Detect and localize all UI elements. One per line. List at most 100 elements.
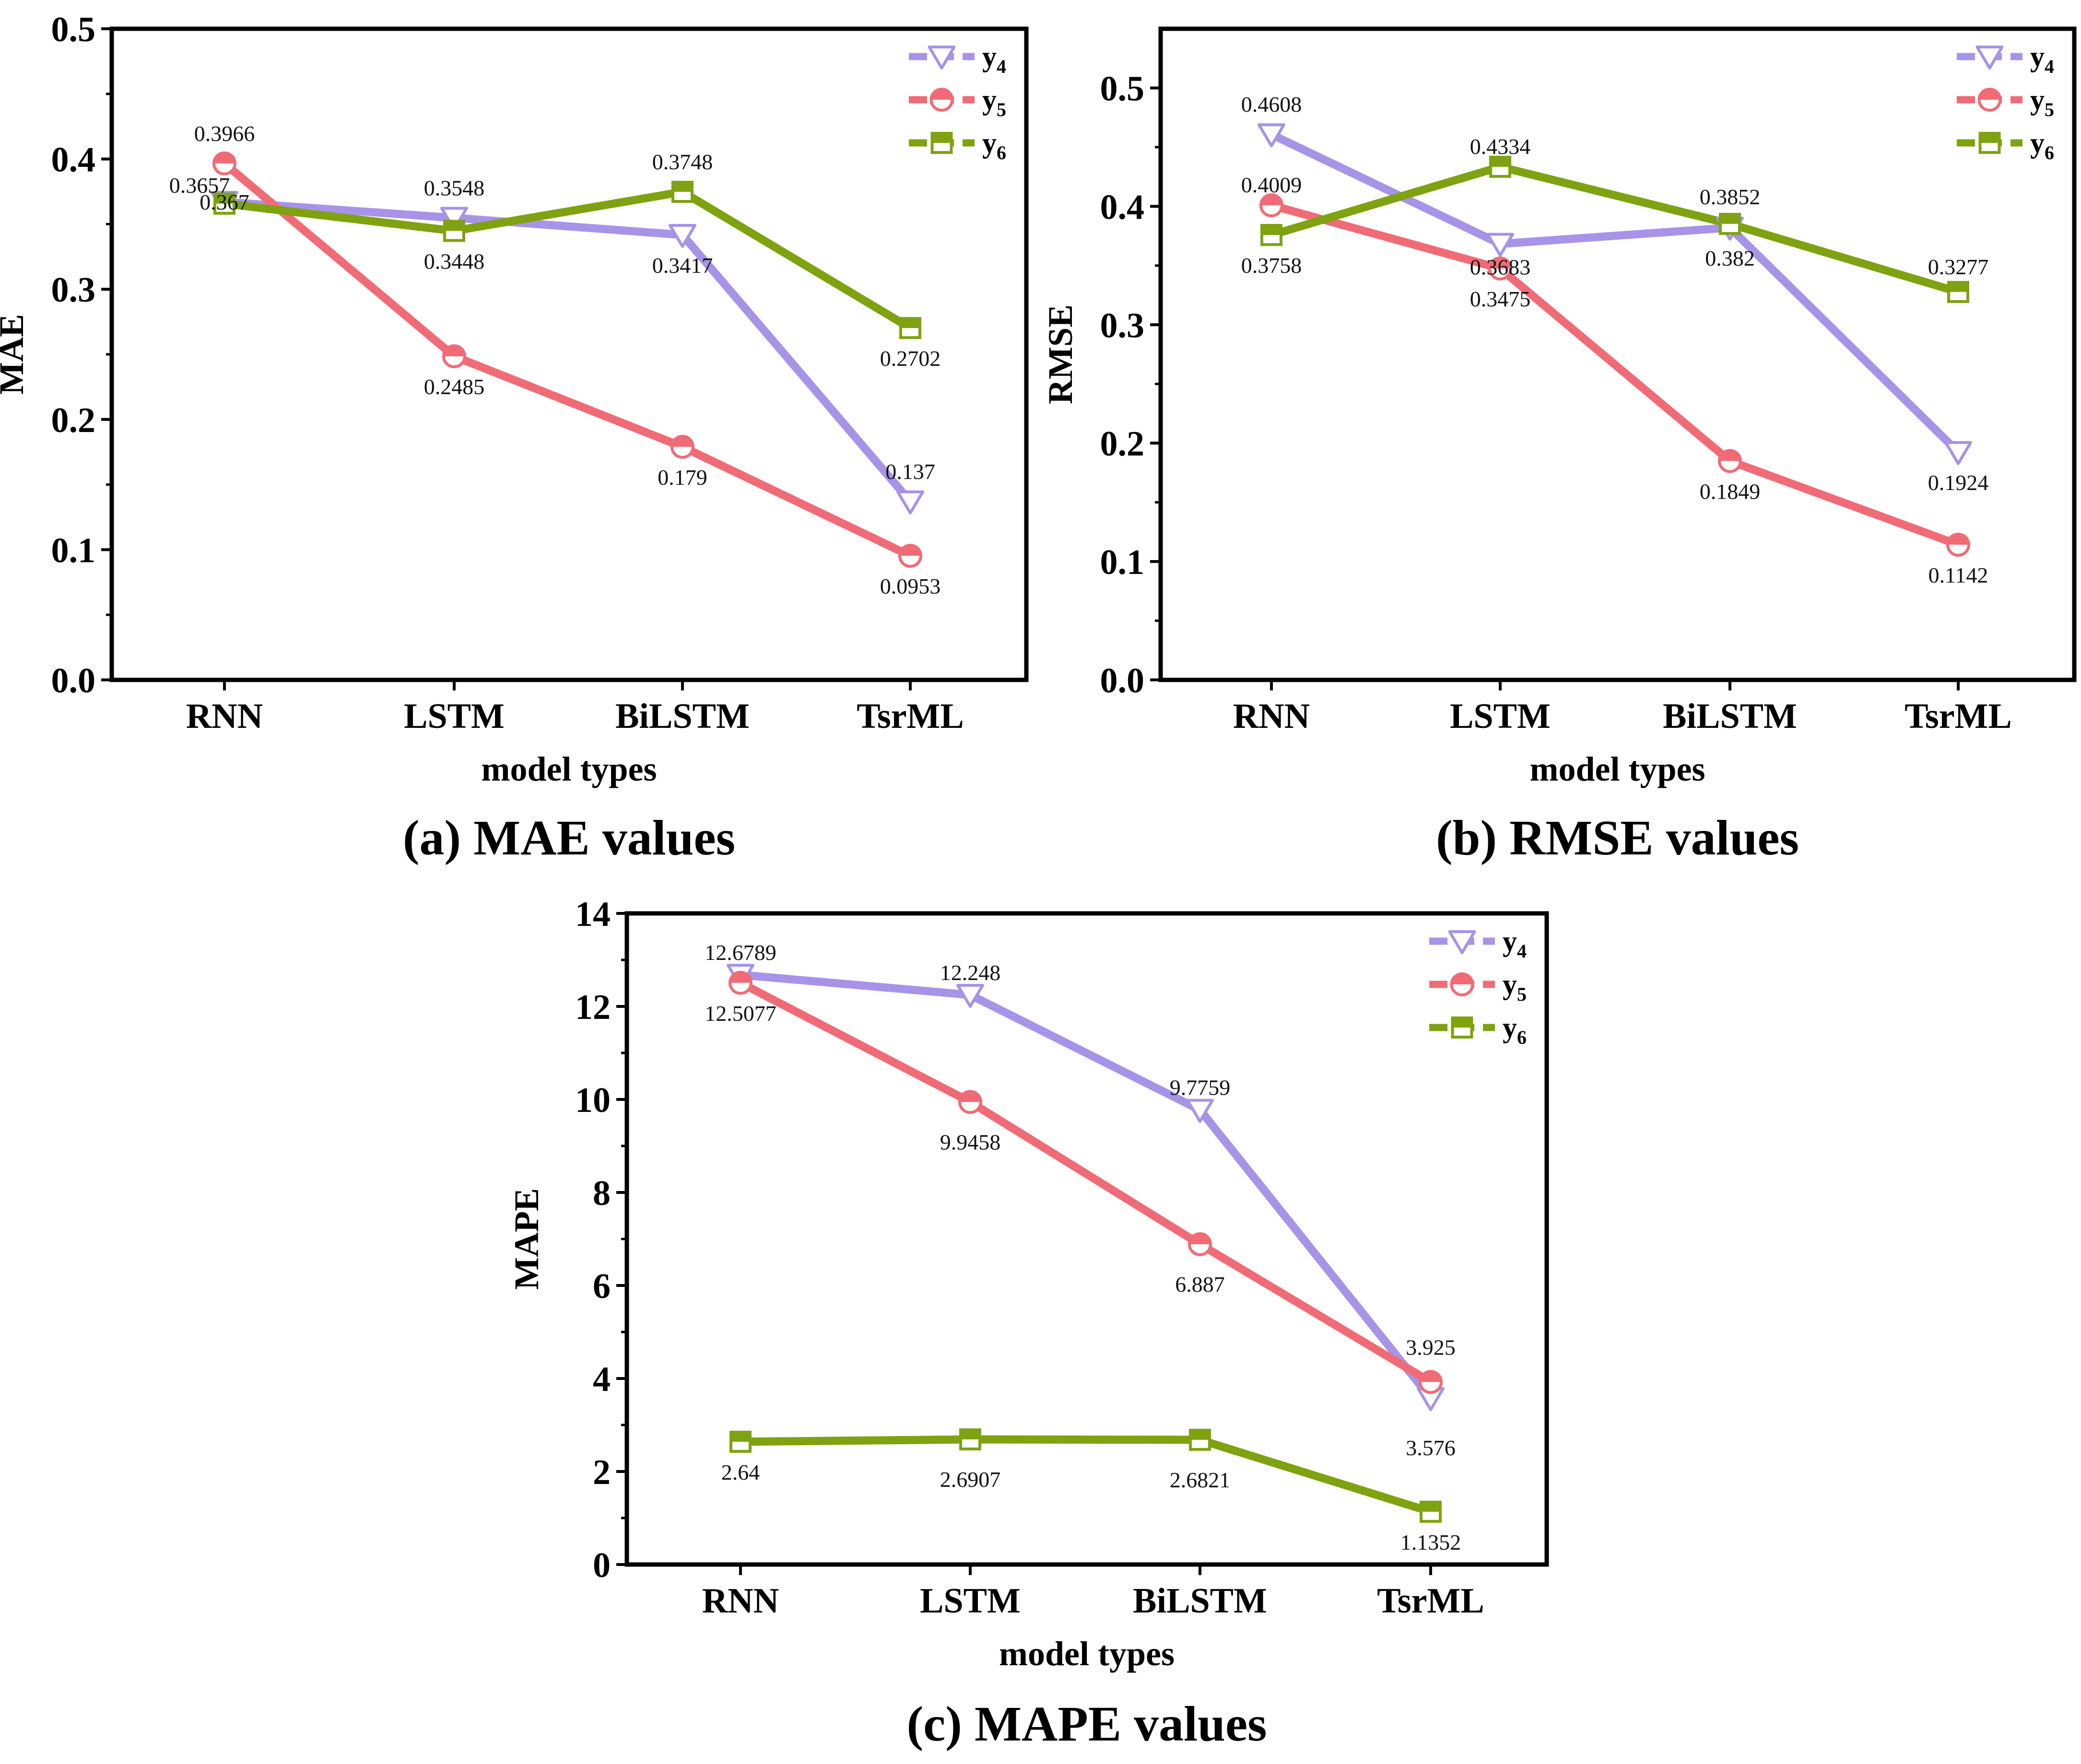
- data-label-y6: 2.64: [721, 1460, 760, 1484]
- data-label-y6: 0.3758: [1241, 253, 1302, 278]
- data-label-y5: 0.179: [658, 465, 707, 490]
- x-tick-label: TsrML: [1905, 697, 2011, 736]
- marker-outline: [1978, 132, 2001, 154]
- data-point-y5: [729, 970, 752, 995]
- y-tick-label: 0: [593, 1546, 611, 1585]
- y-tick-label: 2: [593, 1453, 611, 1492]
- series-line-y6: [220, 187, 915, 332]
- data-label-y6: 0.3657: [169, 173, 230, 198]
- y-tick-label: 0.2: [1100, 424, 1145, 464]
- marker-outline: [1451, 1016, 1473, 1039]
- y-tick-label: 0.5: [51, 10, 96, 49]
- data-label-y4: 0.4608: [1241, 92, 1302, 117]
- data-point-y5: [1259, 193, 1283, 218]
- data-point-y4: [1486, 233, 1514, 257]
- data-label-y5: 9.9458: [940, 1130, 1001, 1154]
- marker-half: [1720, 214, 1740, 224]
- marker-outline: [729, 1430, 752, 1453]
- marker-outline: [1420, 1500, 1442, 1523]
- y-tick-label: 0.4: [51, 140, 96, 180]
- y-tick-label: 6: [593, 1267, 611, 1306]
- legend-label-subscript: 6: [997, 142, 1006, 164]
- series-line-y5: [220, 159, 915, 560]
- data-point-y6: [1489, 155, 1511, 178]
- series-line-y4: [220, 198, 915, 506]
- panel-caption: (c) MAPE values: [907, 1696, 1267, 1752]
- data-point-y5: [1188, 1232, 1212, 1256]
- marker-outline: [213, 192, 235, 215]
- data-point-y6: [899, 317, 921, 339]
- legend-label-base: y: [1503, 1012, 1517, 1043]
- marker-half: [445, 221, 464, 231]
- data-label-y6: 2.6821: [1170, 1468, 1231, 1492]
- data-point-y4: [1944, 441, 1972, 465]
- chart-panel-2: 0.0 0.1 0.2 0.3 0.4 0.5 RNN LSTM BiLSTM TsrML mode…: [1041, 26, 2077, 865]
- data-point-y5: [898, 544, 922, 568]
- legend-label-base: y: [1503, 969, 1517, 1000]
- x-tick-label: LSTM: [920, 1581, 1021, 1621]
- data-point-y4: [896, 490, 924, 514]
- plot-frame: [1158, 26, 2077, 682]
- data-label-y4: 0.382: [1705, 246, 1755, 270]
- data-point-y5: [1419, 1370, 1443, 1394]
- marker-half: [1421, 1502, 1440, 1512]
- legend-marker-y4: [1975, 46, 2004, 70]
- data-point-y6: [1189, 1428, 1211, 1451]
- legend-label-base: y: [982, 41, 997, 72]
- data-label-y4: 3.576: [1406, 1436, 1456, 1460]
- marker-outline: [959, 1428, 981, 1451]
- marker-outline: [442, 344, 466, 369]
- legend-marker-y6: [930, 132, 953, 154]
- data-point-y6: [1420, 1500, 1442, 1523]
- marker-outline: [898, 544, 922, 568]
- panel-caption: (b) RMSE values: [1436, 810, 1799, 865]
- data-label-y5: 0.1142: [1928, 563, 1988, 587]
- marker-outline: [1419, 1370, 1443, 1394]
- marker-outline: [1189, 1428, 1211, 1451]
- data-label-y4: 12.248: [940, 960, 1001, 985]
- x-tick-label: BiLSTM: [615, 697, 750, 736]
- data-label-y4: 0.3683: [1470, 255, 1531, 280]
- legend-label-base: y: [2030, 41, 2045, 72]
- data-point-y5: [1488, 256, 1512, 280]
- legend-label-subscript: 4: [1517, 940, 1527, 962]
- legend-label-y4: y4: [2030, 41, 2054, 77]
- y-tick-label: 0.0: [51, 661, 96, 701]
- series-line-y5: [736, 979, 1435, 1386]
- marker-outline: [1719, 212, 1741, 235]
- legend-marker-y5: [929, 88, 954, 112]
- marker-outline: [1259, 193, 1283, 218]
- data-point-y6: [671, 181, 694, 203]
- x-tick-label: RNN: [702, 1581, 779, 1621]
- y-tick-label: 12: [575, 988, 611, 1027]
- data-point-y4: [956, 983, 984, 1008]
- y-tick-label: 14: [575, 895, 611, 934]
- data-label-y6: 0.3277: [1928, 255, 1989, 279]
- legend-label-base: y: [982, 84, 997, 116]
- y-tick-label: 0.1: [51, 531, 96, 570]
- data-label-y4: 0.1924: [1928, 470, 1989, 495]
- marker-outline: [443, 220, 465, 242]
- series-line-y6: [1267, 163, 1963, 296]
- data-point-y5: [1718, 449, 1742, 473]
- legend-label-subscript: 4: [2045, 56, 2054, 77]
- marker-outline: [930, 132, 953, 154]
- data-label-y5: 0.4009: [1241, 173, 1302, 197]
- marker-outline: [1946, 533, 1970, 557]
- y-tick-label: 0.2: [51, 401, 96, 440]
- legend-marker-y6: [1978, 132, 2001, 154]
- data-point-y5: [958, 1090, 982, 1114]
- legend-label-y4: y4: [982, 41, 1006, 77]
- legend-marker-y5: [1450, 972, 1474, 996]
- legend-label-base: y: [1503, 925, 1517, 957]
- marker-outline: [1188, 1232, 1212, 1256]
- marker-half: [1262, 225, 1281, 235]
- marker-half: [901, 318, 920, 328]
- legend-label-y5: y5: [2030, 84, 2054, 120]
- y-tick-label: 0.4: [1100, 187, 1145, 227]
- data-label-y5: 0.3475: [1470, 287, 1531, 311]
- x-tick-label: TsrML: [857, 697, 964, 736]
- x-tick-label: RNN: [186, 697, 263, 736]
